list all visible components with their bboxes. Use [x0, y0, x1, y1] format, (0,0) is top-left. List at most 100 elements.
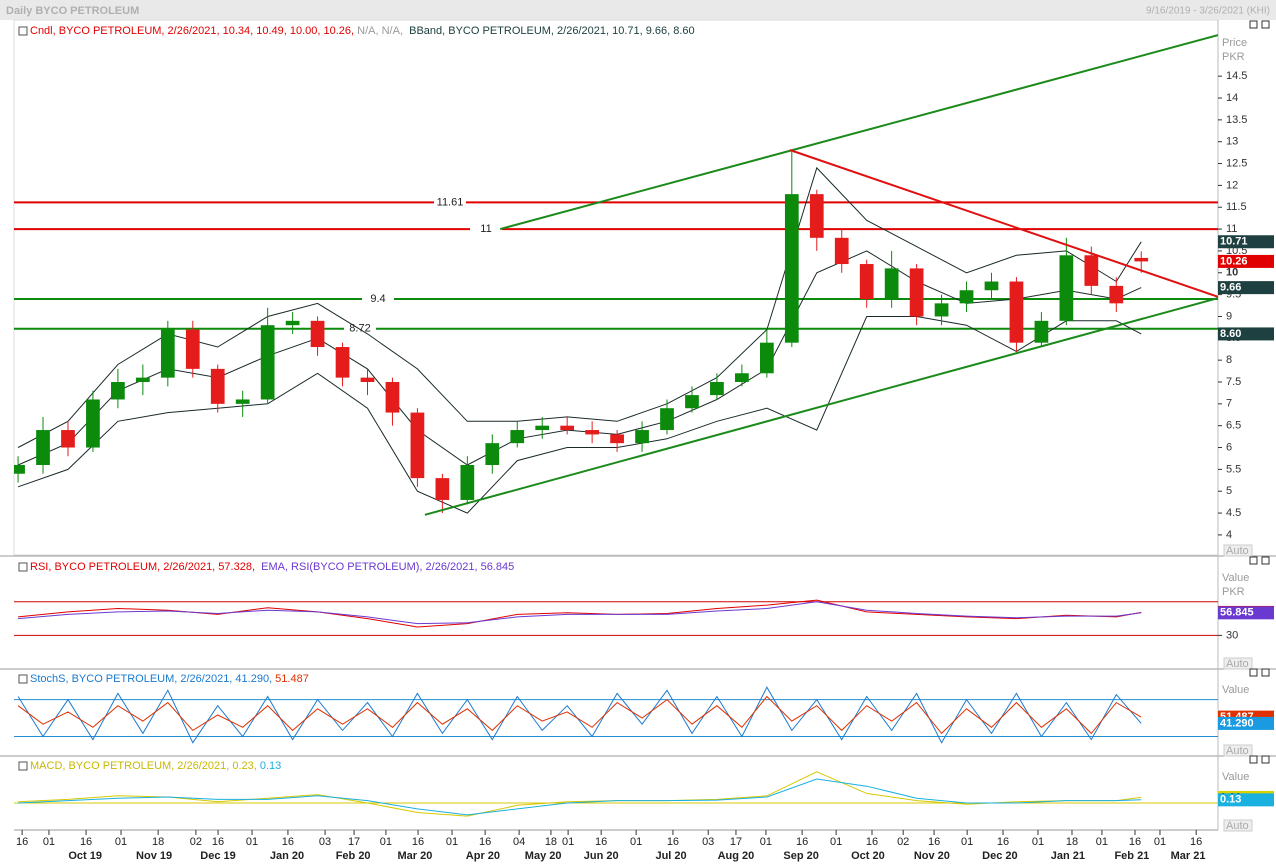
- x-tick-label: 16: [212, 836, 224, 848]
- x-month-label: Mar 20: [397, 850, 432, 862]
- candle-body: [660, 408, 674, 431]
- candle-body: [14, 465, 25, 474]
- candle-body: [635, 430, 649, 444]
- x-tick-label: 01: [562, 836, 574, 848]
- x-tick-label: 03: [319, 836, 331, 848]
- price-panel: [13, 19, 1219, 556]
- candle-body: [485, 443, 500, 466]
- scale-button: [1223, 544, 1253, 557]
- indicator-line: [17, 695, 1142, 735]
- x-tick-label: 01: [380, 836, 392, 848]
- x-tick-label: 17: [730, 836, 742, 848]
- candle-body: [111, 381, 125, 400]
- x-month-label: Jun 20: [584, 850, 619, 862]
- x-tick-label: 16: [1190, 836, 1202, 848]
- y-tick-label: 14.5: [1226, 70, 1247, 82]
- x-tick-label: 16: [595, 836, 607, 848]
- legend-entry: BBand, BYCO PETROLEUM, 2/26/2021, 10.71,…: [403, 25, 695, 37]
- trend-line: [789, 149, 1218, 298]
- support-label-bg: [362, 291, 394, 306]
- legend-entry: EMA, RSI(BYCO PETROLEUM), 2/26/2021, 56.…: [255, 561, 514, 573]
- legend: Cndl, BYCO PETROLEUM, 2/26/2021, 10.34, …: [30, 25, 695, 37]
- candle-body: [959, 290, 974, 304]
- last-value-label: 10.26: [1220, 255, 1248, 267]
- last-value-box: [1218, 281, 1274, 295]
- x-tick-label: 03: [702, 836, 714, 848]
- candle-body: [61, 430, 75, 448]
- x-tick-label: 01: [43, 836, 55, 848]
- legend-icon: [18, 674, 28, 684]
- x-month-label: Jul 20: [655, 850, 686, 862]
- last-value-box: [1218, 716, 1274, 730]
- candle-body: [360, 377, 375, 382]
- x-month-label: Jan 20: [270, 850, 304, 862]
- candle-body: [160, 329, 175, 378]
- x-tick-label: 02: [190, 836, 202, 848]
- support-label: 11: [480, 223, 491, 235]
- last-value-label: 8.60: [1220, 328, 1241, 340]
- panel-button: [1261, 668, 1270, 677]
- last-value-label: 41.290: [1220, 717, 1254, 729]
- candle-body: [86, 399, 100, 448]
- y-tick-label: 6: [1226, 441, 1232, 453]
- candle-body: [135, 377, 150, 382]
- candle-body: [710, 381, 724, 396]
- x-month-label: Aug 20: [718, 850, 755, 862]
- y-axis-label: Price: [1222, 37, 1247, 49]
- legend-entry: 51.487: [272, 673, 309, 685]
- y-tick-label: 5: [1226, 485, 1232, 497]
- y-axis-label: Value: [1222, 771, 1249, 783]
- last-value-box: [1218, 793, 1274, 807]
- x-tick-label: 16: [796, 836, 808, 848]
- scale-mode: Auto: [1226, 658, 1249, 670]
- x-tick-label: 16: [667, 836, 679, 848]
- panel-button: [1261, 755, 1270, 764]
- y-tick-label: 9: [1226, 310, 1232, 322]
- x-month-label: Apr 20: [466, 850, 500, 862]
- y-tick-label: 12: [1226, 179, 1238, 191]
- x-tick-label: 18: [545, 836, 557, 848]
- x-tick-label: 18: [1066, 836, 1078, 848]
- y-tick-label: 13.5: [1226, 114, 1247, 126]
- x-tick-label: 16: [997, 836, 1009, 848]
- candle-body: [460, 465, 475, 500]
- x-tick-label: 01: [830, 836, 842, 848]
- y-axis-label: Value: [1222, 684, 1249, 696]
- legend-entry: N/A, N/A,: [354, 25, 403, 37]
- candle-body: [36, 430, 50, 466]
- candle-body: [1084, 255, 1099, 286]
- x-month-label: Jan 21: [1051, 850, 1085, 862]
- candle-body: [235, 399, 250, 404]
- candle-body: [260, 325, 275, 400]
- x-tick-label: 16: [282, 836, 294, 848]
- support-label-bg: [344, 321, 376, 336]
- legend-entry: 0.13: [257, 760, 281, 772]
- candle-body: [859, 264, 874, 299]
- y-tick-label: 4: [1226, 529, 1232, 541]
- x-tick-label: 16: [479, 836, 491, 848]
- y-tick-label: 30: [1226, 629, 1238, 641]
- trend-line: [499, 34, 1218, 231]
- date-range: 9/16/2019 - 3/26/2021 (KHI): [1146, 6, 1270, 17]
- panel-button: [1261, 556, 1270, 565]
- y-tick-label: 8: [1226, 354, 1232, 366]
- scale-mode: Auto: [1226, 820, 1249, 832]
- x-tick-label: 16: [928, 836, 940, 848]
- x-tick-label: 16: [16, 836, 28, 848]
- candle-body: [1134, 257, 1149, 262]
- support-label-bg: [434, 195, 466, 210]
- y-tick-label: 7: [1226, 398, 1232, 410]
- panel-plot: [14, 686, 1218, 744]
- candle-body: [285, 320, 300, 326]
- last-value-box: [1218, 327, 1274, 341]
- y-tick-label: 11: [1226, 223, 1237, 235]
- x-month-label: Feb 21: [1114, 850, 1149, 862]
- candle-body: [310, 320, 325, 348]
- y-axis-unit: PKR: [1222, 51, 1245, 63]
- scale-button: [1223, 657, 1253, 670]
- x-tick-label: 16: [866, 836, 878, 848]
- y-tick-label: 11.5: [1226, 201, 1247, 213]
- x-month-label: Dec 20: [982, 850, 1017, 862]
- scale-mode: Auto: [1226, 545, 1249, 557]
- candle-body: [984, 281, 999, 291]
